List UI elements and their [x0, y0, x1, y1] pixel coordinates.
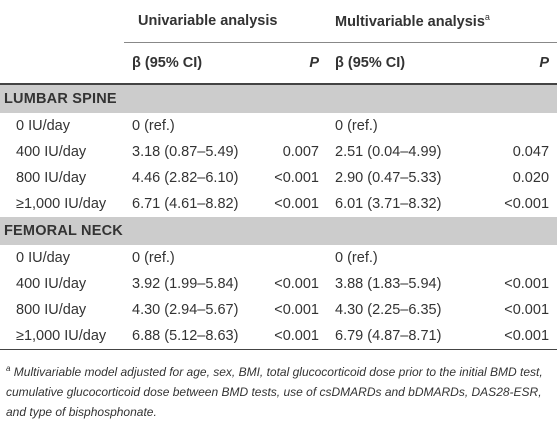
univariable-p-value: <0.001: [274, 196, 319, 212]
multivariable-ci-value: 6.01 (3.71–8.32): [335, 196, 442, 212]
univariable-ci-value: 3.18 (0.87–5.49): [132, 144, 239, 160]
dose-label: 400 IU/day: [16, 276, 87, 292]
multivariable-ci-value: 0 (ref.): [335, 118, 378, 134]
univariable-header: Univariable analysis: [124, 0, 327, 43]
multivariable-p-value: <0.001: [504, 302, 550, 318]
univariable-p-value: <0.001: [261, 323, 327, 350]
multivariable-p-value: [477, 245, 557, 271]
multivariable-ci-value: 0 (ref.): [335, 250, 378, 266]
univariable-p-value: 0.007: [282, 144, 319, 160]
univariable-header-text: Univariable analysis: [138, 13, 278, 29]
table-row: 0 IU/day 0 (ref.) 0 (ref.): [0, 113, 557, 139]
table-row: 800 IU/day 4.30 (2.94–5.67) <0.001 4.30 …: [0, 297, 557, 323]
multivariable-p-header: P: [477, 42, 557, 85]
section-title: FEMORAL NECK: [0, 217, 557, 245]
multivariable-ci-value: 6.79 (4.87–8.71): [327, 323, 477, 350]
multivariable-header-text: Multivariable analysis: [335, 13, 485, 30]
univariable-ci-value: 6.88 (5.12–8.63): [124, 323, 261, 350]
results-table: Univariable analysis Multivariable analy…: [0, 0, 557, 350]
dose-label: ≥1,000 IU/day: [0, 323, 124, 350]
corner-cell: [0, 0, 124, 43]
column-header-row: β (95% CI) P β (95% CI) P: [0, 42, 557, 85]
group-header-row: Univariable analysis Multivariable analy…: [0, 0, 557, 43]
multivariable-footnote-marker: a: [484, 12, 490, 23]
section-row-lumbar-spine: LUMBAR SPINE: [0, 84, 557, 113]
table-row: ≥1,000 IU/day 6.71 (4.61–8.82) <0.001 6.…: [0, 191, 557, 217]
table-row: 0 IU/day 0 (ref.) 0 (ref.): [0, 245, 557, 271]
dose-label: 0 IU/day: [16, 250, 70, 266]
multivariable-p-value: [477, 113, 557, 139]
multivariable-ci-value: 3.88 (1.83–5.94): [335, 276, 442, 292]
multivariable-p-value: <0.001: [504, 276, 550, 292]
table-row: 800 IU/day 4.46 (2.82–6.10) <0.001 2.90 …: [0, 165, 557, 191]
univariable-ci-value: 4.46 (2.82–6.10): [132, 170, 239, 186]
dose-label: 800 IU/day: [16, 302, 87, 318]
univariable-ci-header: β (95% CI): [124, 42, 261, 85]
dose-label: 800 IU/day: [16, 170, 87, 186]
univariable-ci-value: 3.92 (1.99–5.84): [132, 276, 239, 292]
univariable-ci-value: 0 (ref.): [132, 250, 175, 266]
multivariable-p-value: 0.047: [512, 144, 550, 160]
univariable-p-value: [261, 245, 327, 271]
univariable-p-value: <0.001: [274, 302, 319, 318]
section-title: LUMBAR SPINE: [0, 84, 557, 113]
dose-label: 0 IU/day: [16, 118, 70, 134]
univariable-p-value: <0.001: [274, 170, 319, 186]
multivariable-p-value: 0.020: [512, 170, 550, 186]
table-row: ≥1,000 IU/day 6.88 (5.12–8.63) <0.001 6.…: [0, 323, 557, 350]
multivariable-ci-value: 2.90 (0.47–5.33): [335, 170, 442, 186]
dose-label: ≥1,000 IU/day: [16, 196, 107, 212]
multivariable-header: Multivariable analysisa: [327, 0, 557, 43]
table-row: 400 IU/day 3.18 (0.87–5.49) 0.007 2.51 (…: [0, 139, 557, 165]
multivariable-ci-header: β (95% CI): [327, 42, 477, 85]
univariable-p-value: [261, 113, 327, 139]
section-row-femoral-neck: FEMORAL NECK: [0, 217, 557, 245]
multivariable-ci-value: 4.30 (2.25–6.35): [335, 302, 442, 318]
univariable-p-header: P: [261, 42, 327, 85]
footnote-text: Multivariable model adjusted for age, se…: [6, 365, 543, 419]
univariable-ci-value: 6.71 (4.61–8.82): [132, 196, 239, 212]
multivariable-p-value: <0.001: [477, 323, 557, 350]
multivariable-p-value: <0.001: [504, 196, 550, 212]
multivariable-ci-value: 2.51 (0.04–4.99): [335, 144, 442, 160]
univariable-ci-value: 0 (ref.): [132, 118, 175, 134]
table-row: 400 IU/day 3.92 (1.99–5.84) <0.001 3.88 …: [0, 271, 557, 297]
table-footnote: a Multivariable model adjusted for age, …: [6, 359, 554, 422]
univariable-p-value: <0.001: [274, 276, 319, 292]
dose-label: 400 IU/day: [16, 144, 87, 160]
footnote-marker: a: [6, 364, 11, 373]
label-column-header: [0, 42, 124, 85]
univariable-ci-value: 4.30 (2.94–5.67): [132, 302, 239, 318]
